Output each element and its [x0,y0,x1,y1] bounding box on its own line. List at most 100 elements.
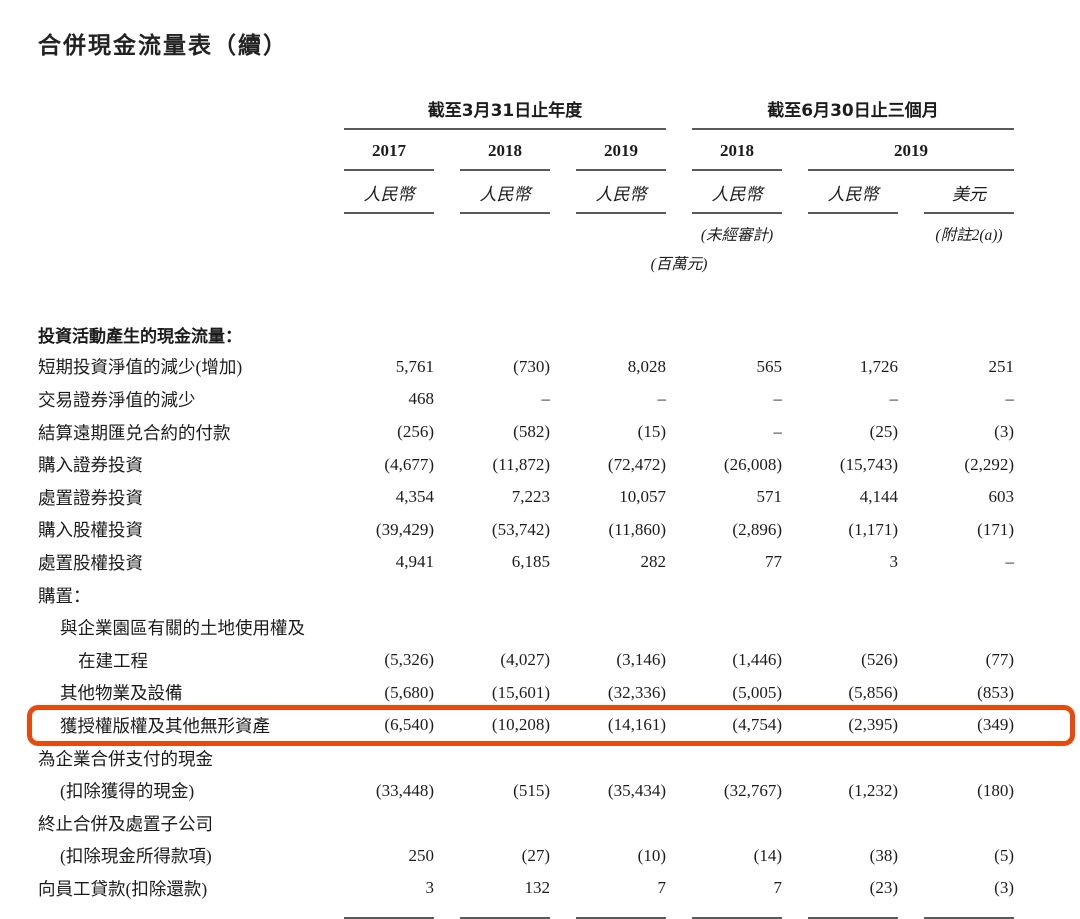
row-label: 與企業園區有關的土地使用權及 [60,618,305,639]
currency-header: 人民幣 [808,171,898,214]
currency-header: 人民幣 [692,171,782,214]
value-cell: (33,448) [375,780,434,800]
value-cell: (180) [977,780,1014,800]
currency-header: 人民幣 [344,171,434,214]
row-label: (扣除現金所得款項) [60,846,212,867]
page-title: 合併現金流量表（續） [38,33,288,59]
value-cell: (10,208) [491,715,550,735]
value-cell: (2,292) [964,454,1014,474]
value-cell: (38) [869,845,898,865]
value-cell: (11,860) [608,519,666,539]
spacer-cell [38,213,318,214]
cashflow-table: 截至3月31日止年度 截至6月30日止三個月 2017 2018 2019 20… [27,96,1075,919]
table-row-highlighted: 獲授權版權及其他無形資產 (6,540) (10,208) (14,161) (4,75… [27,705,1075,746]
value-cell: (1,232) [848,780,898,800]
table-row: (扣除獲得的現金) (33,448) (515) (35,434) (32,767) (1… [38,774,1042,807]
column-rule [808,909,898,919]
value-cell [344,627,434,628]
value-cell [808,627,898,628]
table-row: (扣除現金所得款項) 250 (27) (10) (14) (38) (5) [38,840,1042,873]
value-cell: (3,146) [616,650,666,670]
value-cell [576,627,666,628]
value-cell: (4,027) [500,650,550,670]
table-row: 購入股權投資 (39,429) (53,742) (11,860) (2,896) (1,… [38,514,1042,547]
table-row: 結算遠期匯兑合約的付款 (256) (582) (15) – (25) (3) [38,416,1042,449]
value-cell [692,758,782,759]
header-years: 2017 2018 2019 2018 2019 [38,130,1042,171]
row-label: 購入證券投資 [38,455,143,476]
table-row: 處置證券投資 4,354 7,223 10,057 571 4,144 603 [38,481,1042,514]
value-cell: (4,754) [732,715,782,735]
row-label: 為企業合併支付的現金 [38,748,213,769]
value-cell: – [657,389,667,409]
value-cell: – [889,389,899,409]
value-cell: (35,434) [607,780,666,800]
value-cell: (3) [994,878,1014,898]
value-cell: – [773,422,783,442]
table-row: 購入證券投資 (4,677) (11,872) (72,472) (26,008) (15… [38,448,1042,481]
value-cell: 1,726 [859,356,898,376]
value-cell: (39,429) [375,519,434,539]
colgroup-year-ended-mar31: 截至3月31日止年度 [344,96,666,130]
value-cell [344,334,434,335]
value-cell: 77 [765,552,782,572]
value-cell [924,823,1014,824]
row-label: 在建工程 [78,650,148,671]
value-cell [924,334,1014,335]
value-cell: (730) [513,356,550,376]
value-cell: 468 [408,389,435,409]
value-cell: (23) [869,878,898,898]
value-cell: (5,326) [384,650,434,670]
row-label: (扣除獲得的現金) [60,781,195,802]
value-cell [692,627,782,628]
table-row: 與企業園區有關的土地使用權及 [38,611,1042,644]
row-label: 購入股權投資 [38,520,143,541]
value-cell [576,334,666,335]
year-header: 2019 [808,130,1014,171]
value-cell: 571 [756,487,783,507]
value-cell: (72,472) [607,454,666,474]
value-cell: 250 [408,845,435,865]
row-label: 交易證券淨值的減少 [38,389,196,410]
value-cell [460,758,550,759]
value-cell: (1,171) [848,519,898,539]
value-cell: (32,767) [723,780,782,800]
value-cell: (15,601) [491,682,550,702]
currency-header: 人民幣 [460,171,550,214]
column-rule [692,909,782,919]
value-cell: 251 [988,356,1015,376]
bottom-rules [38,909,1042,919]
table-row: 向員工貸款(扣除還款) 3 132 7 7 (23) (3) [38,872,1042,905]
value-cell: 3 [425,878,435,898]
value-cell: (1,446) [732,650,782,670]
value-cell: (171) [977,519,1014,539]
value-cell [576,823,666,824]
table-row: 為企業合併支付的現金 [38,742,1042,775]
value-cell: (32,336) [607,682,666,702]
value-cell: (53,742) [491,519,550,539]
value-cell [344,823,434,824]
value-cell: (582) [513,422,550,442]
row-label: 短期投資淨值的減少(增加) [38,357,243,378]
value-cell: 132 [524,878,551,898]
value-cell: (2,896) [732,519,782,539]
rows-container: 投資活動產生的現金流量： 短期投資淨值的減少(增加) 5,761 (730) 8,028… [27,318,1075,905]
value-cell: (14,161) [607,715,666,735]
table-row: 投資活動產生的現金流量： [38,318,1042,351]
value-cell [692,823,782,824]
spacer-cell [38,273,318,274]
value-cell [576,595,666,596]
value-cell: (5,856) [848,682,898,702]
row-label: 終止合併及處置子公司 [38,813,213,834]
value-cell: 7 [773,878,783,898]
value-cell [808,334,898,335]
value-cell: (3) [994,422,1014,442]
table-row: 短期投資淨值的減少(增加) 5,761 (730) 8,028 565 1,726 251 [38,351,1042,384]
value-cell [692,334,782,335]
value-cell: (11,872) [492,454,550,474]
value-cell: (15) [637,422,666,442]
value-cell: (14) [753,845,782,865]
value-cell [924,595,1014,596]
colgroup-three-months-jun30: 截至6月30日止三個月 [692,96,1014,130]
spacer-cell [38,129,318,130]
